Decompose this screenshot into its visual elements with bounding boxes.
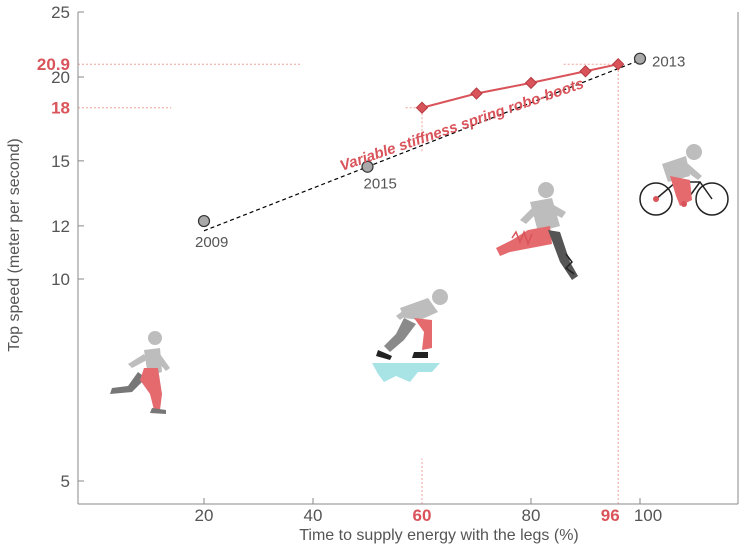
series-point — [524, 76, 538, 90]
series-point — [470, 87, 483, 100]
series-point — [611, 57, 625, 71]
y-tick-label: 5 — [61, 472, 70, 491]
speed-skater-illustration — [372, 289, 448, 382]
x-tick-label: 96 — [601, 506, 620, 525]
y-tick-label: 25 — [51, 3, 70, 22]
year-point — [633, 52, 647, 65]
y-tick-label: 18 — [51, 99, 70, 118]
y-tick-label: 15 — [51, 152, 70, 171]
trend-line — [203, 59, 641, 232]
axes — [77, 12, 739, 505]
x-axis-label: Time to supply energy with the legs (%) — [299, 527, 579, 544]
year-point-label: 2013 — [652, 54, 685, 71]
x-tick-label: 40 — [304, 506, 323, 525]
guide-lines — [78, 63, 619, 504]
x-tick-label: 100 — [634, 506, 662, 525]
robo-boot-runner-illustration — [496, 182, 578, 280]
year-point-label: 2009 — [195, 234, 228, 251]
y-tick-label: 10 — [51, 270, 70, 289]
x-tick-label: 20 — [195, 506, 214, 525]
cyclist-illustration — [639, 144, 729, 216]
y-tick-label: 12 — [51, 217, 70, 236]
trend-line-path — [203, 59, 641, 232]
series-point — [579, 65, 592, 78]
year-point — [361, 160, 374, 173]
year-point-label: 2015 — [364, 176, 397, 193]
series-point — [415, 101, 429, 114]
y-axis-label: Top speed (meter per second) — [6, 138, 23, 351]
y-tick-label: 20 — [51, 68, 70, 87]
robo-boots-series — [415, 57, 625, 114]
y-tick-label: 20.9 — [37, 55, 70, 74]
series-label-robo-boots: Variable stiffness spring robo-boots — [338, 75, 586, 175]
year-points: 2009 2015 2013 — [195, 52, 685, 251]
year-point — [197, 214, 211, 228]
x-tick-label: 60 — [413, 506, 432, 525]
x-ticks: 20 40 60 80 96 100 — [195, 498, 662, 525]
x-tick-label: 80 — [522, 506, 541, 525]
sprinter-illustration — [110, 331, 170, 414]
